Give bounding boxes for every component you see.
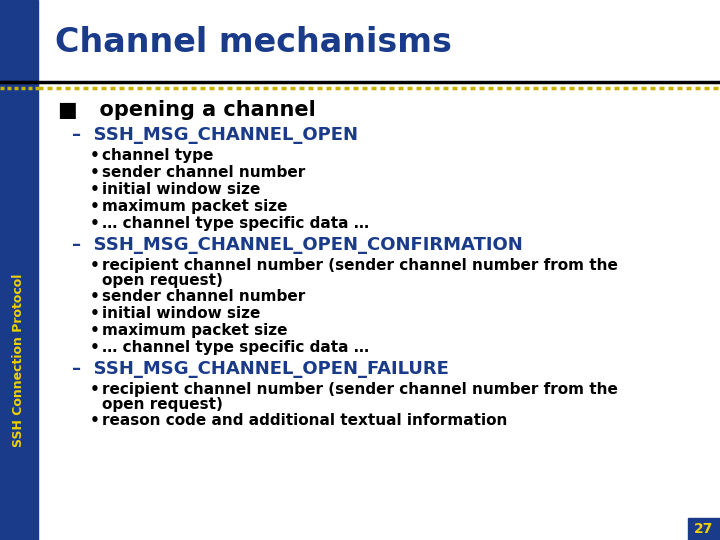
Text: •: • bbox=[90, 413, 100, 428]
Text: •: • bbox=[90, 216, 100, 231]
Bar bbox=[38, 0, 720, 80]
Text: initial window size: initial window size bbox=[102, 306, 261, 321]
Text: open request): open request) bbox=[102, 397, 223, 412]
Text: –  SSH_MSG_CHANNEL_OPEN_CONFIRMATION: – SSH_MSG_CHANNEL_OPEN_CONFIRMATION bbox=[72, 236, 523, 254]
Text: •: • bbox=[90, 323, 100, 338]
Text: … channel type specific data …: … channel type specific data … bbox=[102, 340, 369, 355]
Text: •: • bbox=[90, 199, 100, 214]
Text: •: • bbox=[90, 289, 100, 304]
Text: SSH Connection Protocol: SSH Connection Protocol bbox=[12, 273, 25, 447]
Text: Channel mechanisms: Channel mechanisms bbox=[55, 25, 452, 58]
Bar bbox=[0, 0, 38, 540]
Text: •: • bbox=[90, 182, 100, 197]
Text: reason code and additional textual information: reason code and additional textual infor… bbox=[102, 413, 508, 428]
Text: •: • bbox=[90, 165, 100, 180]
Text: ■   opening a channel: ■ opening a channel bbox=[58, 100, 316, 120]
Bar bbox=[688, 518, 720, 540]
Text: … channel type specific data …: … channel type specific data … bbox=[102, 216, 369, 231]
Text: –  SSH_MSG_CHANNEL_OPEN_FAILURE: – SSH_MSG_CHANNEL_OPEN_FAILURE bbox=[72, 360, 449, 378]
Text: open request): open request) bbox=[102, 273, 223, 288]
Text: •: • bbox=[90, 340, 100, 355]
Text: –  SSH_MSG_CHANNEL_OPEN: – SSH_MSG_CHANNEL_OPEN bbox=[72, 126, 358, 144]
Text: •: • bbox=[90, 382, 100, 397]
Text: •: • bbox=[90, 258, 100, 273]
Text: channel type: channel type bbox=[102, 148, 213, 163]
Text: 27: 27 bbox=[694, 522, 714, 536]
Text: recipient channel number (sender channel number from the: recipient channel number (sender channel… bbox=[102, 258, 618, 273]
Text: maximum packet size: maximum packet size bbox=[102, 199, 287, 214]
Text: recipient channel number (sender channel number from the: recipient channel number (sender channel… bbox=[102, 382, 618, 397]
Text: initial window size: initial window size bbox=[102, 182, 261, 197]
Text: •: • bbox=[90, 306, 100, 321]
Text: sender channel number: sender channel number bbox=[102, 289, 305, 304]
Text: maximum packet size: maximum packet size bbox=[102, 323, 287, 338]
Text: sender channel number: sender channel number bbox=[102, 165, 305, 180]
Text: •: • bbox=[90, 148, 100, 163]
